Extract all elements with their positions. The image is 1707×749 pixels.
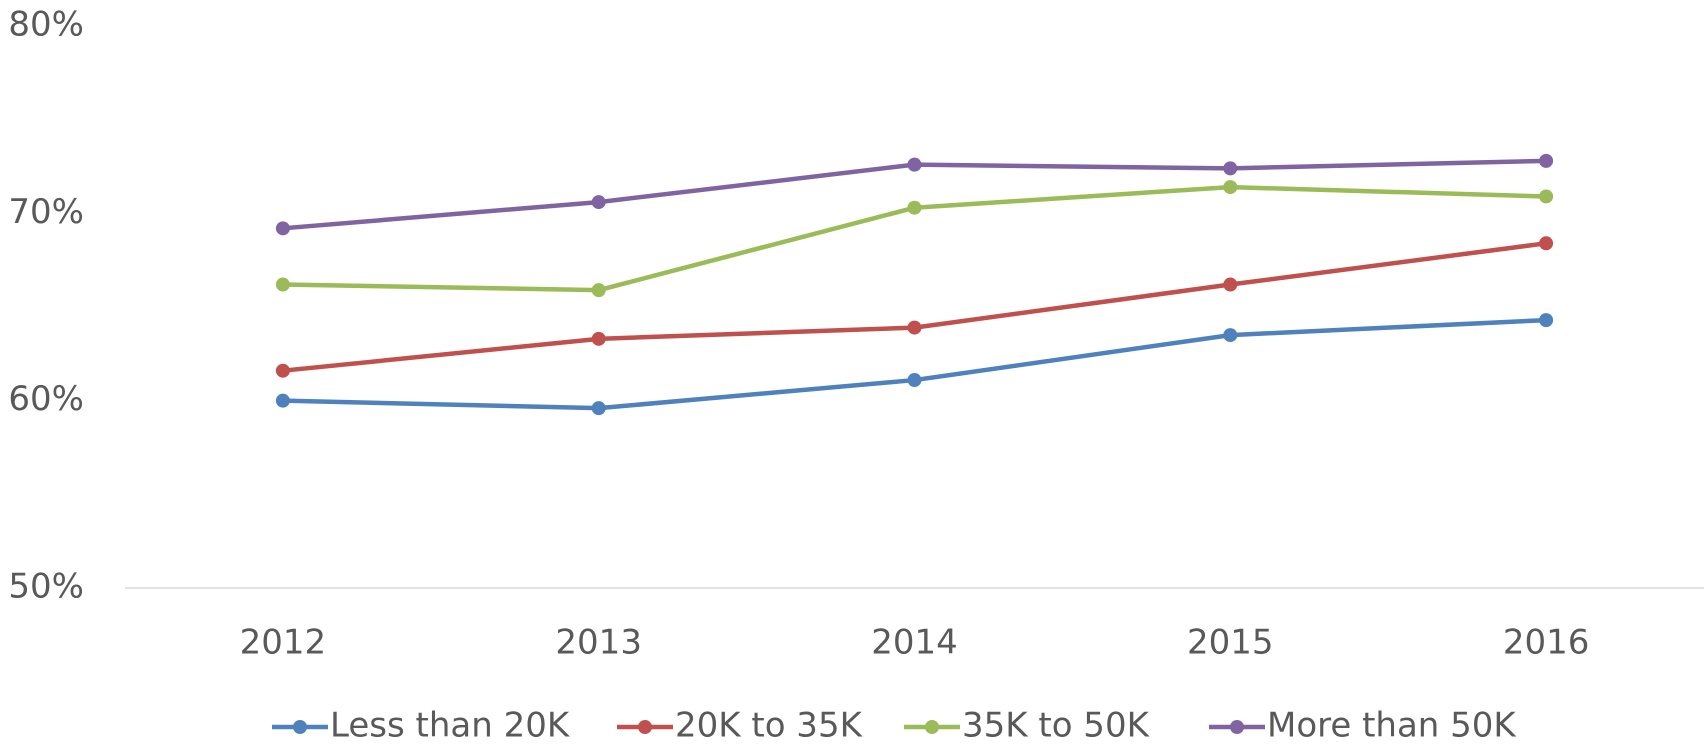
- data-point: [1223, 180, 1238, 195]
- data-point: [275, 363, 290, 378]
- data-point: [591, 401, 606, 416]
- legend-label: More than 50K: [1267, 706, 1517, 746]
- data-point: [907, 373, 922, 388]
- legend-marker: [638, 720, 652, 734]
- legend-marker: [925, 720, 939, 734]
- data-point: [907, 200, 922, 215]
- legend-marker: [293, 720, 307, 734]
- data-point: [907, 320, 922, 335]
- data-point: [1223, 161, 1238, 176]
- legend-marker: [1230, 720, 1244, 734]
- y-tick-label: 60%: [8, 379, 84, 419]
- x-tick-label: 2013: [555, 623, 642, 663]
- x-tick-label: 2014: [871, 623, 958, 663]
- x-tick-label: 2012: [240, 623, 327, 663]
- data-point: [1223, 328, 1238, 343]
- y-tick-label: 50%: [8, 567, 84, 607]
- x-tick-label: 2015: [1187, 623, 1274, 663]
- data-point: [275, 221, 290, 236]
- data-point: [1539, 153, 1554, 168]
- legend-label: 20K to 35K: [675, 706, 864, 746]
- y-tick-label: 80%: [8, 5, 84, 45]
- data-point: [275, 393, 290, 408]
- data-point: [591, 195, 606, 210]
- data-point: [591, 331, 606, 346]
- data-point: [1539, 189, 1554, 204]
- data-point: [907, 157, 922, 172]
- series-line: [282, 241, 1547, 373]
- legend-label: Less than 20K: [330, 706, 571, 746]
- data-point: [275, 277, 290, 292]
- data-point: [1539, 313, 1554, 328]
- x-tick-label: 2016: [1503, 623, 1590, 663]
- data-point: [1223, 277, 1238, 292]
- data-point: [591, 283, 606, 298]
- legend-label: 35K to 50K: [962, 706, 1151, 746]
- y-tick-label: 70%: [8, 192, 84, 232]
- data-point: [1539, 236, 1554, 251]
